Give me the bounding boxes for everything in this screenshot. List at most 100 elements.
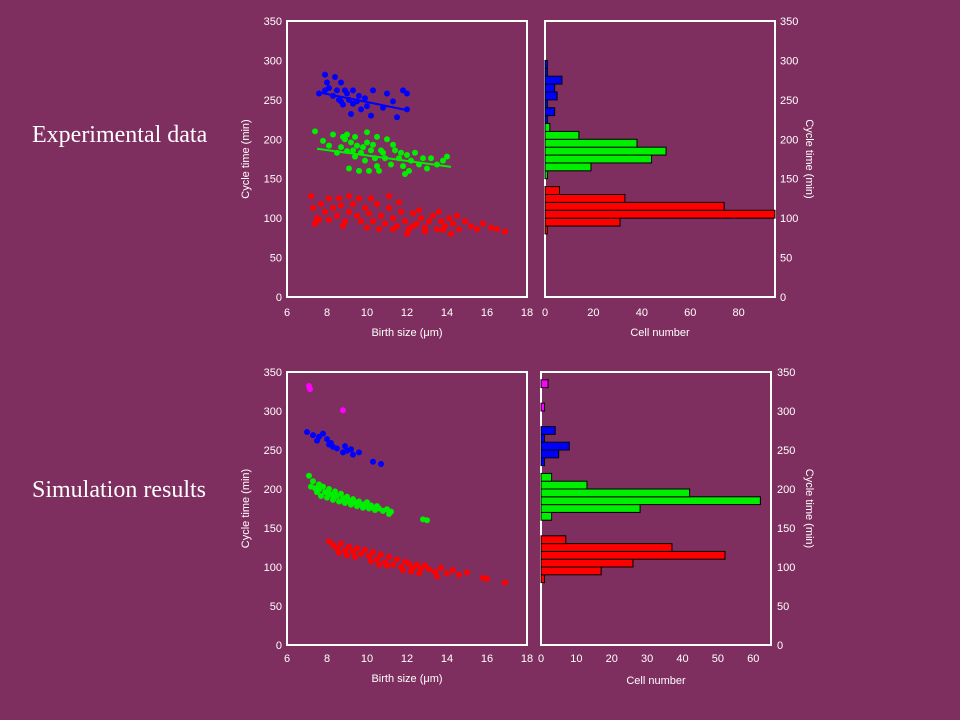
scatter-point	[328, 439, 334, 446]
x-tick-label: 60	[684, 307, 696, 319]
scatter-point	[318, 200, 324, 207]
scatter-point	[390, 98, 396, 105]
x-axis-label: Birth size (μm)	[371, 673, 442, 685]
x-tick-label: 20	[606, 653, 618, 665]
scatter-point	[462, 218, 468, 225]
scatter-point	[358, 106, 364, 113]
scatter-point	[338, 144, 344, 151]
histogram-bar	[540, 488, 691, 498]
x-tick-label: 10	[361, 653, 373, 665]
section-title-simulation: Simulation results	[32, 477, 206, 503]
y-tick-label: 250	[264, 95, 282, 107]
scatter-point	[332, 493, 338, 500]
scatter-point	[420, 155, 426, 162]
histogram-bar	[540, 511, 553, 521]
scatter-point	[336, 195, 342, 202]
histogram-bar	[540, 543, 673, 552]
scatter-point	[354, 212, 360, 219]
scatter-point	[480, 220, 486, 227]
x-tick-label: 12	[401, 653, 413, 665]
scatter-point	[306, 472, 312, 479]
x-tick-label: 10	[361, 307, 373, 319]
scatter-point	[334, 212, 340, 219]
scatter-point	[362, 157, 368, 164]
histogram-bar	[544, 130, 580, 140]
scatter-point	[346, 543, 352, 550]
scatter-point	[368, 558, 374, 565]
simulation-scatter-plot: 0 50 100 150 200 250 300 350 6 8 10 12 14 16 18 Birth s…	[240, 367, 533, 685]
scatter-point	[468, 223, 474, 230]
scatter-point	[494, 226, 500, 233]
histogram-bar	[544, 115, 548, 125]
scatter-point	[362, 95, 368, 102]
histogram-bar	[540, 433, 546, 443]
scatter-point	[364, 139, 370, 146]
scatter-point	[374, 200, 380, 207]
scatter-point	[378, 212, 384, 219]
scatter-point	[444, 570, 450, 577]
section-title-experimental: Experimental data	[32, 122, 208, 148]
y-tick-label: 150	[780, 174, 798, 186]
scatter-point	[440, 157, 446, 164]
scatter-point	[320, 137, 326, 144]
y-tick-label: 150	[777, 523, 795, 535]
scatter-point	[394, 114, 400, 121]
histogram-bar	[544, 209, 776, 219]
histogram-bar	[544, 154, 653, 164]
scatter-point	[356, 92, 362, 99]
scatter-point	[360, 144, 366, 151]
scatter-point	[454, 212, 460, 219]
scatter-point	[364, 224, 370, 231]
scatter-point	[370, 141, 376, 148]
experimental-histogram: 0 50 100 150 200 250 300 350 0 20 40 60 80 Cell numbe…	[542, 16, 815, 339]
scatter-point	[432, 568, 438, 575]
histogram-bar	[544, 91, 558, 101]
scatter-point	[354, 545, 360, 552]
x-axis-label: Cell number	[630, 327, 690, 339]
scatter-point	[444, 153, 450, 160]
histogram-bar	[540, 426, 556, 435]
scatter-point	[362, 546, 368, 553]
scatter-point	[390, 141, 396, 148]
scatter-point	[368, 195, 374, 202]
scatter-point	[376, 561, 382, 568]
scatter-point	[410, 210, 416, 217]
scatter-point	[378, 461, 384, 468]
x-tick-label: 6	[284, 653, 290, 665]
scatter-point	[324, 79, 330, 86]
histogram-bar	[540, 504, 641, 513]
scatter-point	[320, 430, 326, 437]
scatter-point	[350, 87, 356, 94]
scatter-point	[356, 195, 362, 202]
plot-frame	[286, 371, 528, 646]
scatter-point	[422, 562, 428, 569]
scatter-point	[334, 87, 340, 94]
x-tick-label: 40	[676, 653, 688, 665]
histogram-bar	[540, 496, 761, 506]
scatter-point	[502, 228, 508, 235]
scatter-point	[366, 210, 372, 217]
histogram-bar	[544, 107, 556, 117]
y-tick-label: 350	[264, 367, 282, 379]
scatter-point	[346, 165, 352, 172]
scatter-point	[310, 432, 316, 439]
scatter-point	[430, 212, 436, 219]
scatter-point	[388, 161, 394, 168]
histogram-bar	[540, 480, 588, 490]
scatter-point	[502, 579, 508, 586]
scatter-point	[380, 149, 386, 156]
scatter-point	[438, 218, 444, 225]
y-tick-label: 50	[780, 253, 792, 265]
scatter-point	[304, 429, 310, 436]
scatter-point	[414, 561, 420, 568]
histogram-bar	[540, 379, 549, 389]
y-tick-label: 100	[264, 562, 282, 574]
x-tick-label: 60	[747, 653, 759, 665]
scatter-point	[342, 218, 348, 225]
scatter-point	[322, 71, 328, 78]
scatter-point	[456, 571, 462, 578]
scatter-point	[398, 149, 404, 156]
y-tick-label: 250	[780, 95, 798, 107]
scatter-point	[446, 215, 452, 222]
